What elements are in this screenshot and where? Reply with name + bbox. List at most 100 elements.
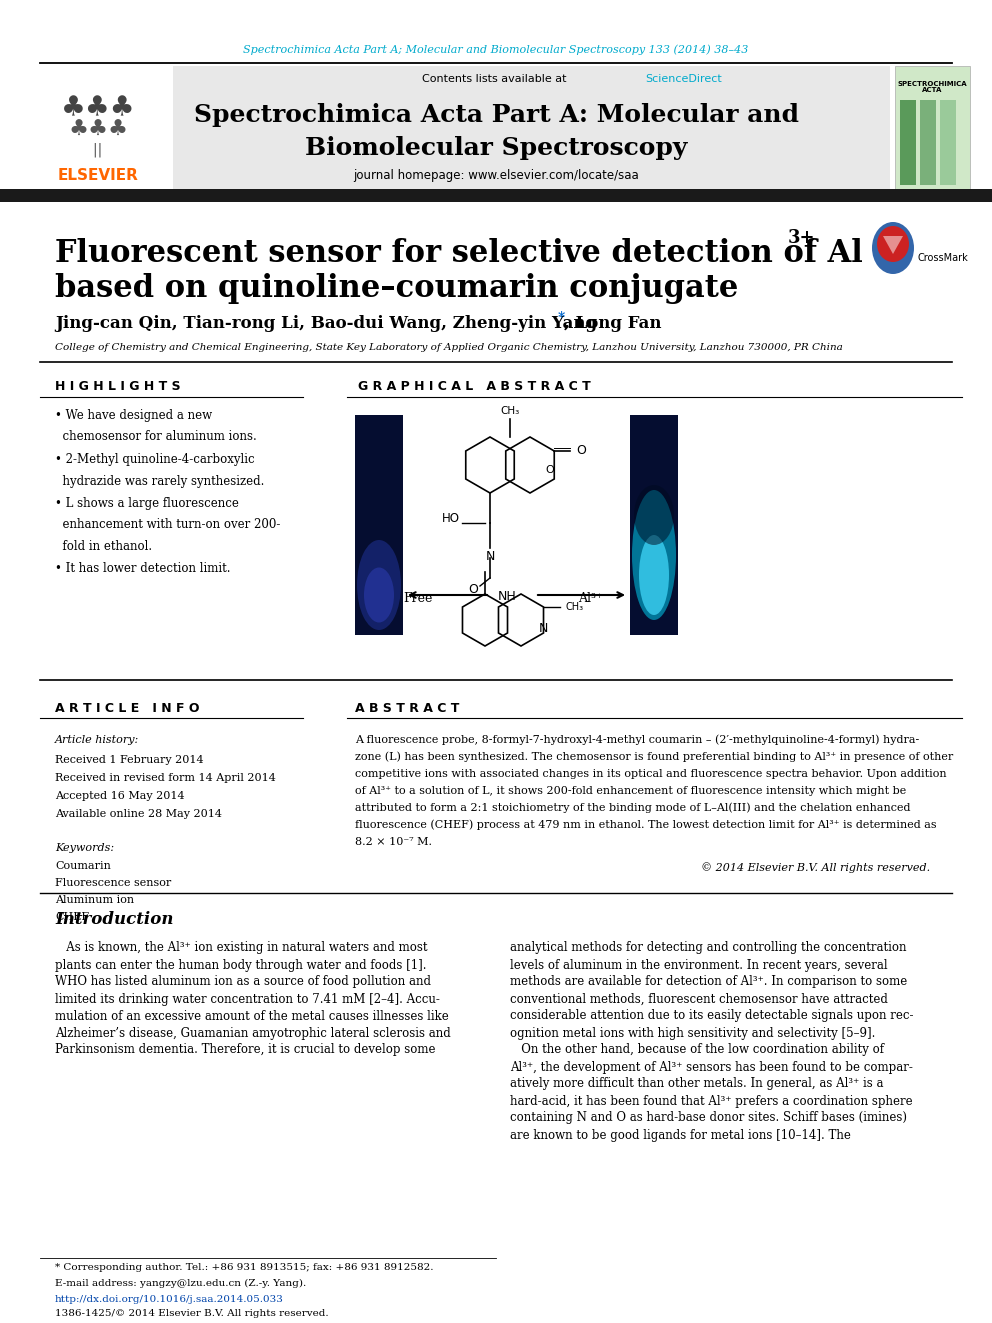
- Text: fold in ethanol.: fold in ethanol.: [55, 541, 152, 553]
- Text: *: *: [558, 311, 565, 325]
- Text: Received in revised form 14 April 2014: Received in revised form 14 April 2014: [55, 773, 276, 783]
- Text: competitive ions with associated changes in its optical and fluorescence spectra: competitive ions with associated changes…: [355, 769, 946, 779]
- Text: based on quinoline–coumarin conjugate: based on quinoline–coumarin conjugate: [55, 273, 738, 303]
- Bar: [355, 415, 403, 635]
- Ellipse shape: [632, 490, 676, 620]
- Text: As is known, the Al³⁺ ion existing in natural waters and most: As is known, the Al³⁺ ion existing in na…: [55, 942, 428, 954]
- Text: G R A P H I C A L   A B S T R A C T: G R A P H I C A L A B S T R A C T: [358, 381, 591, 393]
- Bar: [900, 101, 916, 185]
- Text: CrossMark: CrossMark: [917, 253, 968, 263]
- Text: O: O: [546, 464, 554, 475]
- Text: * Corresponding author. Tel.: +86 931 8913515; fax: +86 931 8912582.: * Corresponding author. Tel.: +86 931 89…: [55, 1263, 434, 1273]
- Text: Spectrochimica Acta Part A; Molecular and Biomolecular Spectroscopy 133 (2014) 3: Spectrochimica Acta Part A; Molecular an…: [243, 45, 749, 56]
- Text: ognition metal ions with high sensitivity and selectivity [5–9].: ognition metal ions with high sensitivit…: [510, 1027, 875, 1040]
- Text: |⁣⁣|: |⁣⁣|: [93, 143, 102, 157]
- Text: Al³⁺: Al³⁺: [577, 591, 602, 605]
- Text: 1386-1425/© 2014 Elsevier B.V. All rights reserved.: 1386-1425/© 2014 Elsevier B.V. All right…: [55, 1310, 328, 1319]
- Text: are known to be good ligands for metal ions [10–14]. The: are known to be good ligands for metal i…: [510, 1129, 851, 1142]
- Text: HO: HO: [442, 512, 460, 524]
- Text: NH: NH: [498, 590, 517, 603]
- Text: Fluorescent sensor for selective detection of Al: Fluorescent sensor for selective detecti…: [55, 238, 863, 269]
- Ellipse shape: [872, 222, 914, 274]
- Text: plants can enter the human body through water and foods [1].: plants can enter the human body through …: [55, 958, 427, 971]
- Text: enhancement with turn-on over 200-: enhancement with turn-on over 200-: [55, 519, 281, 532]
- Text: Free: Free: [404, 591, 433, 605]
- Text: • It has lower detection limit.: • It has lower detection limit.: [55, 562, 230, 576]
- Text: 3+: 3+: [788, 229, 815, 247]
- Text: chemosensor for aluminum ions.: chemosensor for aluminum ions.: [55, 430, 257, 443]
- Text: journal homepage: www.elsevier.com/locate/saa: journal homepage: www.elsevier.com/locat…: [353, 169, 639, 183]
- Text: Coumarin: Coumarin: [55, 861, 111, 871]
- Bar: [28, 66, 173, 192]
- Text: ELSEVIER: ELSEVIER: [58, 168, 139, 183]
- Bar: [0, 189, 992, 202]
- Text: levels of aluminum in the environment. In recent years, several: levels of aluminum in the environment. I…: [510, 958, 888, 971]
- Text: H I G H L I G H T S: H I G H L I G H T S: [55, 381, 181, 393]
- Text: On the other hand, because of the low coordination ability of: On the other hand, because of the low co…: [510, 1044, 884, 1057]
- Text: zone (L) has been synthesized. The chemosensor is found preferential binding to : zone (L) has been synthesized. The chemo…: [355, 751, 953, 762]
- Text: CH₃: CH₃: [565, 602, 583, 613]
- Text: containing N and O as hard-base donor sites. Schiff bases (imines): containing N and O as hard-base donor si…: [510, 1111, 907, 1125]
- Ellipse shape: [634, 486, 674, 545]
- Text: Keywords:: Keywords:: [55, 843, 114, 853]
- Text: • We have designed a new: • We have designed a new: [55, 409, 212, 422]
- Ellipse shape: [364, 568, 394, 623]
- Text: atively more difficult than other metals. In general, as Al³⁺ is a: atively more difficult than other metals…: [510, 1077, 884, 1090]
- Text: Aluminum ion: Aluminum ion: [55, 894, 134, 905]
- Text: ♣♣♣: ♣♣♣: [61, 94, 135, 122]
- Text: • L shows a large fluorescence: • L shows a large fluorescence: [55, 496, 239, 509]
- Text: Al³⁺, the development of Al³⁺ sensors has been found to be compar-: Al³⁺, the development of Al³⁺ sensors ha…: [510, 1061, 913, 1073]
- Text: mulation of an excessive amount of the metal causes illnesses like: mulation of an excessive amount of the m…: [55, 1009, 448, 1023]
- Text: O: O: [576, 445, 586, 458]
- Text: N: N: [539, 622, 548, 635]
- Text: hydrazide was rarely synthesized.: hydrazide was rarely synthesized.: [55, 475, 265, 487]
- Text: ScienceDirect: ScienceDirect: [645, 74, 722, 83]
- Text: ♣♣♣: ♣♣♣: [68, 120, 128, 140]
- Text: limited its drinking water concentration to 7.41 mM [2–4]. Accu-: limited its drinking water concentration…: [55, 992, 439, 1005]
- Text: analytical methods for detecting and controlling the concentration: analytical methods for detecting and con…: [510, 942, 907, 954]
- Text: Introduction: Introduction: [55, 912, 174, 929]
- Text: http://dx.doi.org/10.1016/j.saa.2014.05.033: http://dx.doi.org/10.1016/j.saa.2014.05.…: [55, 1295, 284, 1304]
- Text: A R T I C L E   I N F O: A R T I C L E I N F O: [55, 701, 199, 714]
- Text: hard-acid, it has been found that Al³⁺ prefers a coordination sphere: hard-acid, it has been found that Al³⁺ p…: [510, 1094, 913, 1107]
- Bar: [28, 66, 890, 192]
- Text: CHEF: CHEF: [55, 912, 89, 922]
- Text: 8.2 × 10⁻⁷ M.: 8.2 × 10⁻⁷ M.: [355, 837, 432, 847]
- Text: O: O: [468, 583, 478, 595]
- Text: Alzheimer’s disease, Guamanian amyotrophic lateral sclerosis and: Alzheimer’s disease, Guamanian amyotroph…: [55, 1027, 450, 1040]
- Text: • 2-Methyl quinoline-4-carboxylic: • 2-Methyl quinoline-4-carboxylic: [55, 452, 255, 466]
- Ellipse shape: [877, 226, 909, 262]
- Text: Jing-can Qin, Tian-rong Li, Bao-dui Wang, Zheng-yin Yang: Jing-can Qin, Tian-rong Li, Bao-dui Wang…: [55, 315, 597, 332]
- Text: Article history:: Article history:: [55, 736, 139, 745]
- Polygon shape: [883, 235, 903, 254]
- Text: Fluorescence sensor: Fluorescence sensor: [55, 878, 172, 888]
- Bar: [920, 101, 936, 185]
- Text: Biomolecular Spectroscopy: Biomolecular Spectroscopy: [305, 136, 687, 160]
- Text: , Long Fan: , Long Fan: [564, 315, 662, 332]
- Text: methods are available for detection of Al³⁺. In comparison to some: methods are available for detection of A…: [510, 975, 908, 988]
- Text: A B S T R A C T: A B S T R A C T: [355, 701, 459, 714]
- Text: Accepted 16 May 2014: Accepted 16 May 2014: [55, 791, 185, 800]
- Text: Available online 28 May 2014: Available online 28 May 2014: [55, 808, 222, 819]
- Text: CH₃: CH₃: [500, 406, 520, 415]
- Text: N: N: [485, 550, 495, 564]
- Bar: [630, 415, 678, 635]
- Ellipse shape: [357, 540, 401, 630]
- Text: SPECTROCHIMICA
ACTA: SPECTROCHIMICA ACTA: [897, 81, 967, 94]
- Text: Parkinsonism dementia. Therefore, it is crucial to develop some: Parkinsonism dementia. Therefore, it is …: [55, 1044, 435, 1057]
- Text: considerable attention due to its easily detectable signals upon rec-: considerable attention due to its easily…: [510, 1009, 914, 1023]
- Text: Spectrochimica Acta Part A: Molecular and: Spectrochimica Acta Part A: Molecular an…: [193, 103, 799, 127]
- Text: of Al³⁺ to a solution of L, it shows 200-fold enhancement of fluorescence intens: of Al³⁺ to a solution of L, it shows 200…: [355, 786, 907, 796]
- Text: fluorescence (CHEF) process at 479 nm in ethanol. The lowest detection limit for: fluorescence (CHEF) process at 479 nm in…: [355, 820, 936, 831]
- Bar: [895, 66, 970, 192]
- Text: conventional methods, fluorescent chemosensor have attracted: conventional methods, fluorescent chemos…: [510, 992, 888, 1005]
- Ellipse shape: [639, 534, 669, 615]
- Text: © 2014 Elsevier B.V. All rights reserved.: © 2014 Elsevier B.V. All rights reserved…: [701, 863, 930, 873]
- Bar: [940, 101, 956, 185]
- Text: Received 1 February 2014: Received 1 February 2014: [55, 755, 203, 765]
- Text: A fluorescence probe, 8-formyl-7-hydroxyl-4-methyl coumarin – (2′-methylquinolin: A fluorescence probe, 8-formyl-7-hydroxy…: [355, 734, 920, 745]
- Text: attributed to form a 2:1 stoichiometry of the binding mode of L–Al(III) and the : attributed to form a 2:1 stoichiometry o…: [355, 803, 911, 814]
- Text: College of Chemistry and Chemical Engineering, State Key Laboratory of Applied O: College of Chemistry and Chemical Engine…: [55, 344, 843, 352]
- Text: E-mail address: yangzy@lzu.edu.cn (Z.-y. Yang).: E-mail address: yangzy@lzu.edu.cn (Z.-y.…: [55, 1278, 307, 1287]
- Text: WHO has listed aluminum ion as a source of food pollution and: WHO has listed aluminum ion as a source …: [55, 975, 431, 988]
